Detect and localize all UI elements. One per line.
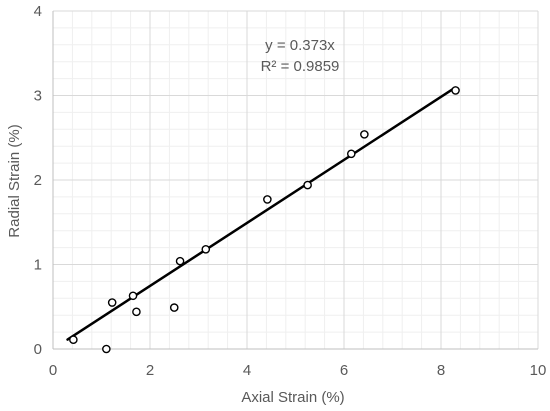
data-point — [169, 303, 179, 312]
trendline-equation: y = 0.373x — [265, 37, 335, 54]
data-point — [360, 130, 369, 139]
y-tick-label: 2 — [34, 172, 42, 189]
data-point — [132, 307, 141, 317]
x-tick-label: 8 — [437, 362, 445, 379]
data-point — [107, 298, 117, 307]
y-axis-title: Radial Strain (%) — [6, 124, 23, 237]
data-point — [175, 256, 185, 266]
data-point — [128, 291, 138, 301]
x-tick-label: 0 — [49, 362, 57, 379]
x-tick-label: 4 — [243, 362, 251, 379]
y-tick-label: 1 — [34, 257, 42, 274]
y-tick-labels: 0 1 2 3 4 — [34, 3, 42, 358]
data-point — [303, 180, 312, 190]
x-axis-title: Axial Strain (%) — [241, 389, 344, 406]
data-points — [69, 86, 460, 354]
data-point — [451, 86, 460, 95]
data-point — [346, 149, 356, 159]
x-tick-labels: 0 2 4 6 8 10 — [49, 362, 547, 379]
data-point — [201, 244, 211, 254]
data-point — [263, 195, 272, 204]
axes — [52, 11, 538, 350]
data-point — [102, 344, 111, 354]
trendline-r2: R² = 0.9859 — [261, 58, 340, 75]
data-point — [69, 335, 78, 345]
y-tick-label: 3 — [34, 88, 42, 105]
x-tick-label: 6 — [340, 362, 348, 379]
x-tick-label: 2 — [146, 362, 154, 379]
major-grid — [53, 10, 539, 349]
x-tick-label: 10 — [530, 362, 547, 379]
y-tick-label: 0 — [34, 341, 42, 358]
y-tick-label: 4 — [34, 3, 42, 20]
